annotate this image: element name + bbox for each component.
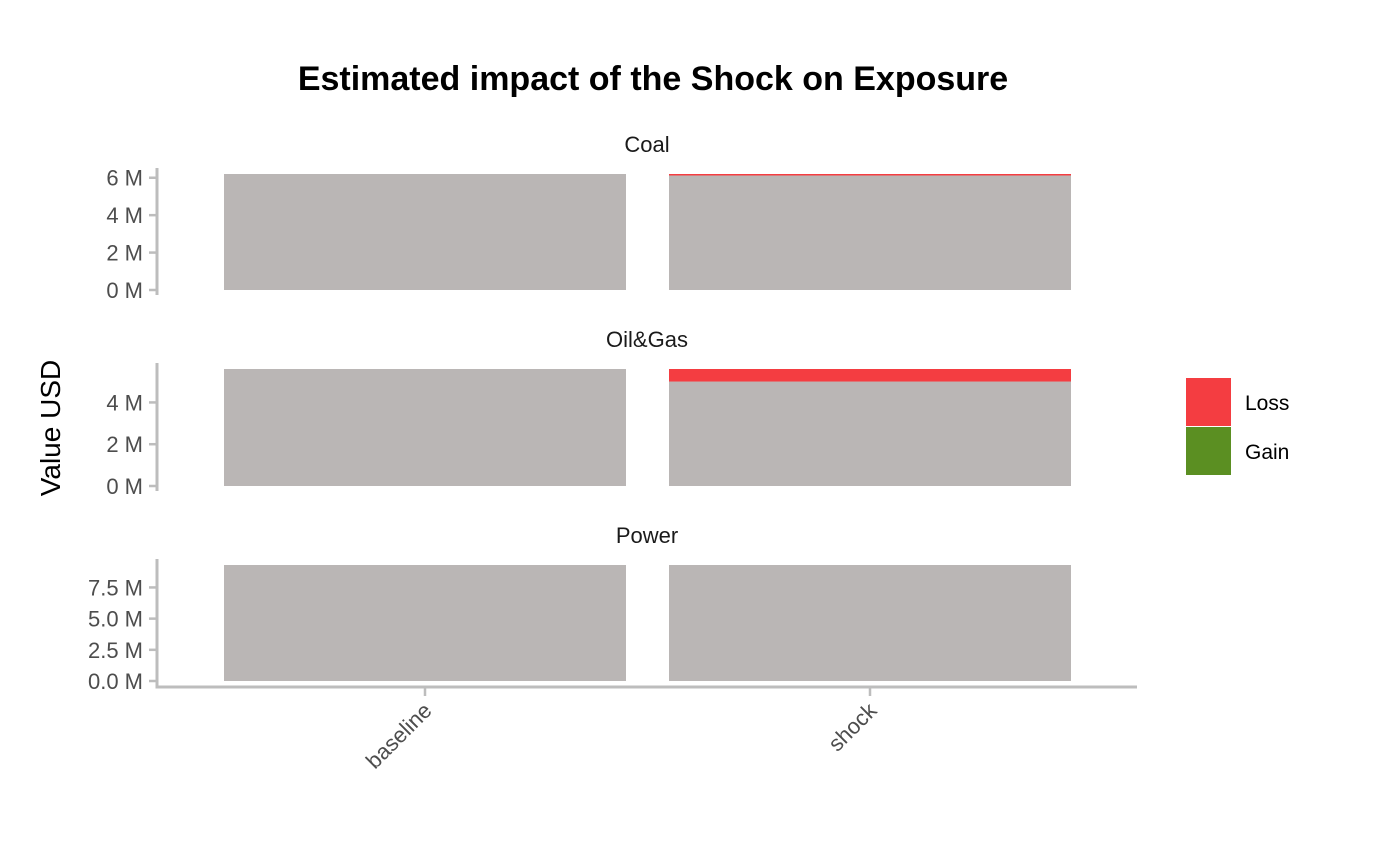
legend-label-loss: Loss <box>1245 392 1289 415</box>
x-axis: baseline shock <box>155 685 1137 774</box>
legend-label-gain: Gain <box>1245 441 1289 464</box>
x-tick-label: shock <box>823 697 882 756</box>
chart-title: Estimated impact of the Shock on Exposur… <box>298 60 1008 98</box>
legend-swatch-loss <box>1186 378 1231 426</box>
y-tick-label: 2 M <box>106 241 143 266</box>
bar-baseline-exposure <box>224 565 626 681</box>
y-tick-label: 2 M <box>106 432 143 457</box>
y-tick-label: 4 M <box>106 390 143 415</box>
facet-power: Power 0.0 M 2.5 M 5.0 M 7.5 M <box>88 523 1071 694</box>
bar-shock-loss <box>669 369 1071 382</box>
x-tick-label: baseline <box>361 698 437 774</box>
bar-shock-exposure <box>669 174 1071 290</box>
y-tick-label: 0 M <box>106 474 143 499</box>
y-axis-label: Value USD <box>35 360 66 496</box>
facet-strip-label: Power <box>616 523 678 548</box>
facet-oilgas: Oil&Gas 0 M 2 M 4 M <box>106 327 1071 499</box>
bar-shock-loss <box>669 174 1071 176</box>
facet-strip-label: Oil&Gas <box>606 327 688 352</box>
facet-panels: Coal 0 M 2 M 4 M 6 M Oil&Gas 0 M 2 M 4 M Power 0.0… <box>88 132 1071 694</box>
facet-strip-label: Coal <box>624 132 669 157</box>
y-tick-label: 7.5 M <box>88 575 143 600</box>
legend: Loss Gain <box>1186 378 1289 475</box>
bar-baseline-exposure <box>224 174 626 290</box>
y-tick-label: 0.0 M <box>88 669 143 694</box>
bar-baseline-exposure <box>224 369 626 486</box>
bar-shock-exposure <box>669 381 1071 486</box>
y-tick-label: 4 M <box>106 203 143 228</box>
y-tick-label: 0 M <box>106 278 143 303</box>
facet-coal: Coal 0 M 2 M 4 M 6 M <box>106 132 1071 303</box>
legend-swatch-gain <box>1186 427 1231 475</box>
y-tick-label: 6 M <box>106 166 143 191</box>
y-tick-label: 5.0 M <box>88 607 143 632</box>
bar-shock-exposure <box>669 565 1071 681</box>
y-tick-label: 2.5 M <box>88 638 143 663</box>
